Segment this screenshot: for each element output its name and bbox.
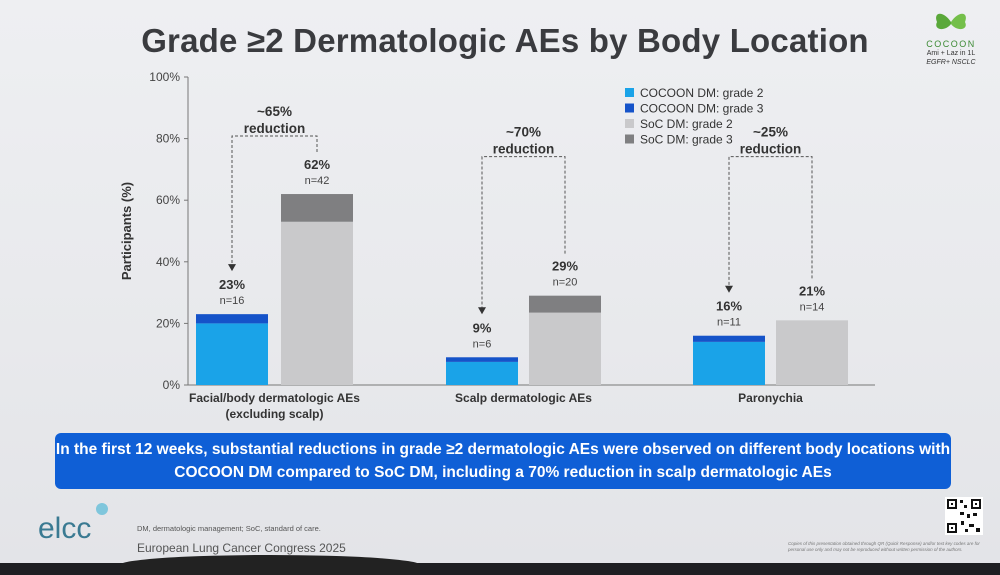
bar-chart: 0% 20% 40% 60% 80% 100% Participants (%) 23% n=1… [119,70,875,421]
y-tick-label: 40% [156,255,180,269]
data-label-percent: 62% [304,157,330,172]
data-label-n: n=42 [305,175,330,187]
reduction-arrow-icon [478,307,486,315]
reduction-bracket [231,135,318,267]
y-tick-label: 0% [163,378,181,392]
data-label-n: n=6 [473,338,492,350]
bar-soc-dm-grade2 [529,312,601,385]
data-label-percent: 21% [799,283,825,298]
legend-swatch [625,88,634,97]
summary-banner: In the first 12 weeks, substantial reduc… [55,433,951,489]
data-label-n: n=20 [553,277,578,289]
reduction-label: reduction [493,142,555,157]
logo-brand: COCOON [926,39,976,49]
legend-entry: SoC DM: grade 3 [640,133,733,147]
bar-cocoon-dm-grade3 [446,357,518,362]
reduction-percent: ~70% [506,125,541,140]
data-label-percent: 23% [219,277,245,292]
butterfly-icon [936,13,966,30]
reduction-percent: ~65% [257,104,292,119]
data-label-percent: 9% [473,320,492,335]
bar-cocoon-dm-grade2 [446,361,518,385]
bar-soc-dm-grade3 [529,295,601,313]
page-title: Grade ≥2 Dermatologic AEs by Body Locati… [141,22,869,59]
legend-swatch [625,119,634,128]
data-label-percent: 29% [552,259,578,274]
slide: Grade ≥2 Dermatologic AEs by Body Locati… [0,0,1000,563]
reduction-percent: ~25% [753,125,788,140]
summary-text: In the first 12 weeks, substantial reduc… [55,441,951,481]
bar-cocoon-dm-grade3 [693,335,765,342]
y-tick-label: 20% [156,316,180,330]
x-category-label: Scalp dermatologic AEs [455,391,592,405]
copyright-note: Copies of this presentation obtained thr… [788,541,980,552]
bar-cocoon-dm-grade2 [693,341,765,385]
data-label-n: n=11 [717,317,741,329]
footnote: DM, dermatologic management; SoC, standa… [137,524,321,533]
y-tick-label: 60% [156,193,180,207]
audience-silhouette [120,555,420,575]
x-category-label: (excluding scalp) [225,407,323,421]
legend-entry: SoC DM: grade 2 [640,117,733,131]
reduction-label: reduction [740,142,802,157]
legend-entry: COCOON DM: grade 3 [640,102,764,116]
bar-soc-dm-grade3 [281,194,353,222]
x-category-label: Paronychia [738,391,803,405]
bar-cocoon-dm-grade2 [196,323,268,385]
logo-subtitle-1: Ami + Laz in 1L [926,50,976,57]
bar-soc-dm-grade2 [281,221,353,385]
logo-subtitle-2: EGFR+ NSCLC [926,59,976,66]
elcc-logo-mark [96,503,108,515]
y-axis-label: Participants (%) [119,182,134,280]
data-label-n: n=14 [800,301,825,313]
data-label-n: n=16 [220,295,245,307]
x-category-label: Facial/body dermatologic AEs [189,391,360,405]
cocoon-logo: COCOON Ami + Laz in 1L EGFR+ NSCLC [912,10,990,67]
reduction-bracket [481,156,566,310]
reduction-arrow-icon [725,285,733,293]
reduction-arrow-icon [228,264,236,272]
bar-cocoon-dm-grade3 [196,314,268,324]
y-tick-label: 100% [149,70,180,84]
legend-swatch [625,134,634,144]
y-tick-label: 80% [156,132,180,146]
reduction-label: reduction [244,121,306,136]
bar-soc-dm-grade2 [776,320,848,385]
reduction-bracket [728,156,813,288]
legend-entry: COCOON DM: grade 2 [640,86,764,100]
legend-swatch [625,103,634,113]
elcc-logo: elcc [38,512,92,545]
data-label-percent: 16% [716,299,742,314]
qr-code-icon[interactable] [945,497,983,535]
congress-name: European Lung Cancer Congress 2025 [137,541,346,555]
